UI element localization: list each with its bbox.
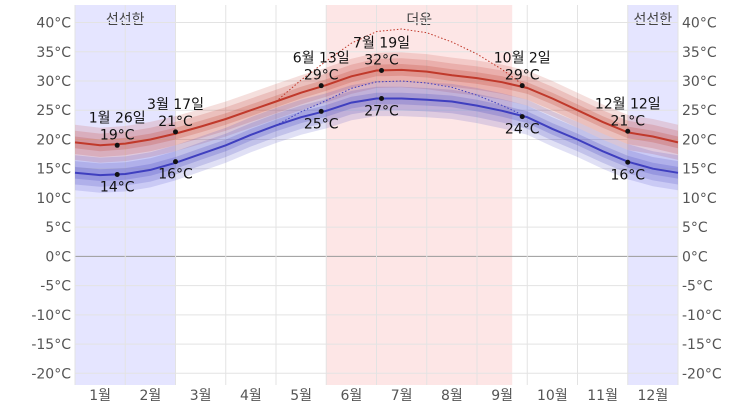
annotation-temp: 32°C	[364, 52, 399, 68]
y-tick-left: 0°C	[45, 249, 71, 265]
season-band-2	[627, 5, 678, 385]
annotation-point	[379, 67, 385, 73]
x-tick-month: 2월	[139, 388, 161, 404]
annotation-temp: 16°C	[158, 167, 193, 183]
annotation-temp: 29°C	[304, 68, 339, 84]
annotation-date: 6월 13일	[293, 51, 350, 67]
y-tick-right: 0°C	[682, 249, 708, 265]
annotation-temp: 25°C	[304, 116, 339, 132]
annotation-date: 12월 12일	[595, 96, 661, 112]
annotation-temp: 16°C	[610, 167, 645, 183]
high-temp-band-0	[75, 52, 678, 163]
y-tick-left: 15°C	[36, 162, 71, 178]
annotation-point	[318, 108, 324, 114]
y-tick-left: 25°C	[36, 103, 71, 119]
annotation-point	[318, 83, 324, 89]
y-tick-left: 5°C	[45, 220, 71, 236]
y-tick-left: -15°C	[31, 337, 71, 353]
annotation-point	[114, 172, 120, 178]
low-temp-band-2	[75, 92, 678, 181]
season-label-1: 더운	[406, 12, 432, 28]
x-tick-month: 9월	[491, 388, 513, 404]
y-tick-right: 25°C	[682, 103, 717, 119]
annotation-temp: 24°C	[505, 122, 540, 138]
axis-ticks: 40°C 40°C 35°C 35°C 30°C 30°C 25°C 25°C 20°C 20°C…	[31, 16, 722, 404]
annotation-point	[519, 114, 525, 120]
low-temp-band-1	[75, 86, 678, 187]
y-tick-right: -5°C	[682, 279, 713, 295]
y-tick-right: -15°C	[682, 337, 722, 353]
x-tick-month: 6월	[340, 388, 362, 404]
y-tick-right: 20°C	[682, 132, 717, 148]
annotation-temp: 19°C	[100, 127, 135, 143]
y-tick-left: -20°C	[31, 366, 71, 382]
low-temp-dotted-line	[275, 80, 528, 126]
y-tick-left: 40°C	[36, 16, 71, 32]
x-tick-month: 4월	[240, 388, 262, 404]
annotation-point	[379, 96, 385, 102]
low-temp-band-0	[75, 81, 678, 193]
high-temp-band-1	[75, 58, 678, 158]
y-tick-right: -20°C	[682, 366, 722, 382]
annotation-temp: 14°C	[100, 180, 135, 196]
y-tick-right: 10°C	[682, 191, 717, 207]
y-tick-left: 35°C	[36, 45, 71, 61]
y-tick-right: 15°C	[682, 162, 717, 178]
high-temp-band-2	[75, 64, 678, 152]
x-tick-month: 1월	[89, 388, 111, 404]
annotation-point	[173, 159, 178, 165]
y-tick-left: -10°C	[31, 308, 71, 324]
annotation-temp: 27°C	[364, 104, 399, 120]
x-tick-month: 7월	[391, 388, 413, 404]
y-tick-right: -10°C	[682, 308, 722, 324]
x-tick-month: 10월	[537, 388, 568, 404]
x-tick-month: 12월	[638, 388, 669, 404]
x-tick-month: 8월	[441, 388, 463, 404]
annotation-temp: 21°C	[610, 113, 645, 129]
y-tick-left: 30°C	[36, 74, 71, 90]
annotation-point	[625, 128, 631, 134]
x-tick-month: 11월	[587, 388, 618, 404]
x-tick-month: 5월	[290, 388, 312, 404]
annotation-date: 10월 2일	[494, 51, 551, 67]
high-temp-dotted-line	[275, 28, 528, 102]
x-tick-month: 3월	[190, 388, 212, 404]
y-tick-right: 30°C	[682, 74, 717, 90]
y-tick-left: 20°C	[36, 132, 71, 148]
grid-lines	[74, 5, 679, 385]
y-tick-left: 10°C	[36, 191, 71, 207]
annotation-point	[173, 129, 178, 135]
temperature-bands	[75, 52, 678, 193]
y-tick-right: 5°C	[682, 220, 708, 236]
annotation-point	[114, 142, 120, 148]
annotation-point	[625, 159, 631, 165]
y-tick-right: 40°C	[682, 16, 717, 32]
annotation-temp: 29°C	[505, 68, 540, 84]
annotation-point	[519, 83, 525, 89]
annotation-temp: 21°C	[158, 114, 193, 130]
y-tick-left: -5°C	[40, 279, 71, 295]
season-label-2: 선선한	[634, 12, 673, 28]
season-band-1	[326, 5, 513, 385]
annotation-date: 3월 17일	[147, 97, 204, 113]
annotation-date: 1월 26일	[89, 110, 146, 126]
y-tick-right: 35°C	[682, 45, 717, 61]
annotation-date: 7월 19일	[353, 35, 410, 51]
